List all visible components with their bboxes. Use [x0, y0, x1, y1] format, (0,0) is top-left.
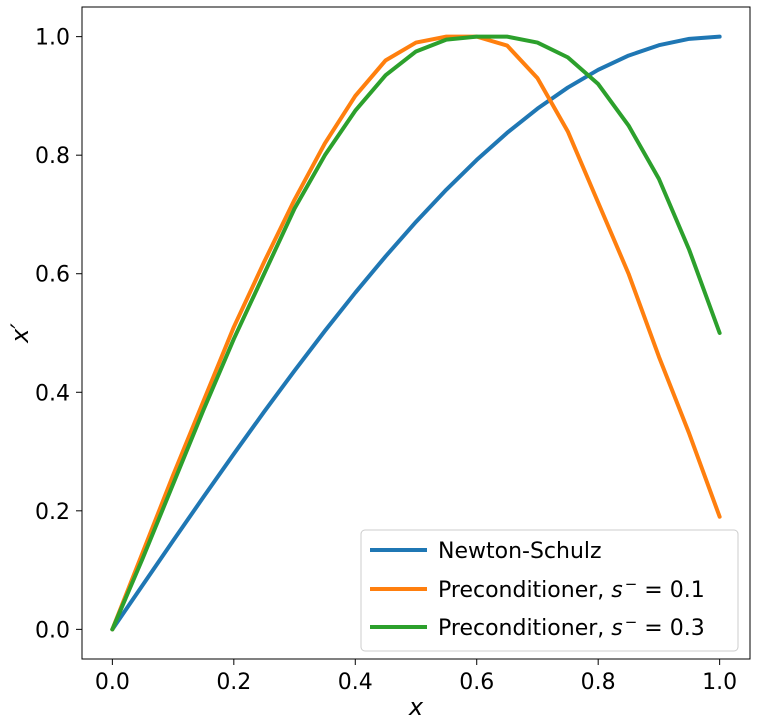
y-tick-label: 0.4	[35, 381, 70, 406]
plot-lines	[110, 34, 722, 632]
legend-label-preconditioner-03: Preconditioner, s − = 0.3	[438, 613, 705, 641]
x-tick-label: 1.0	[702, 670, 737, 695]
series-preconditioner-01	[110, 34, 722, 632]
y-tick-label: 0.2	[35, 500, 70, 525]
y-tick-label: 0.6	[35, 263, 70, 288]
legend: Newton-Schulz Preconditioner, s − = 0.1 P…	[360, 529, 739, 652]
y-axis-label: x′	[6, 323, 34, 344]
y-axis-ticks: 0.0 0.2 0.4 0.6 0.8 1.0	[35, 26, 82, 643]
plot-frame	[81, 6, 751, 660]
x-tick-label: 0.6	[459, 670, 494, 695]
x-tick-label: 0.0	[95, 670, 130, 695]
x-axis-label: x	[408, 693, 424, 721]
x-tick-label: 0.8	[581, 670, 616, 695]
x-tick-label: 0.2	[216, 670, 251, 695]
x-axis-ticks: 0.0 0.2 0.4 0.6 0.8 1.0	[95, 659, 737, 695]
legend-label-newton-schulz: Newton-Schulz	[438, 539, 602, 564]
y-tick-label: 0.8	[35, 144, 70, 169]
series-newton-schulz	[110, 34, 722, 632]
y-tick-label: 1.0	[35, 26, 70, 51]
series-preconditioner-03	[110, 34, 722, 632]
y-tick-label: 0.0	[35, 618, 70, 643]
legend-label-preconditioner-01: Preconditioner, s − = 0.1	[438, 575, 705, 603]
legend-box	[360, 529, 739, 652]
x-tick-label: 0.4	[338, 670, 373, 695]
